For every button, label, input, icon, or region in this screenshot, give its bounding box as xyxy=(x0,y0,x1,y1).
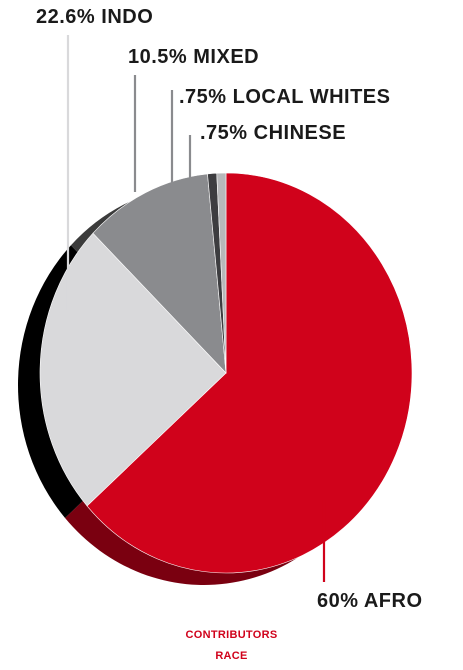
chart-caption-subtitle: RACE xyxy=(215,650,248,662)
pie-slice-60-afro xyxy=(86,172,413,574)
pie-slice-75-chinese xyxy=(216,172,227,374)
slice-label-75-local-whites: .75% LOCAL WHITES xyxy=(179,86,391,108)
pie-top-layer xyxy=(39,172,413,574)
pie-labels: 60% AFRO 22.6% INDO 10.5% MIXED .75% LOCAL … xyxy=(36,6,423,612)
slice-label-75-chinese: .75% CHINESE xyxy=(200,122,346,144)
chart-caption-title: CONTRIBUTORS xyxy=(185,629,278,641)
slice-label-10-5-mixed: 10.5% MIXED xyxy=(128,46,259,68)
pie-slice-22-6-indo xyxy=(39,232,227,507)
slice-label-22-6-indo: 22.6% INDO xyxy=(36,6,153,28)
slice-label-60-afro: 60% AFRO xyxy=(317,590,423,612)
pie-slice-10-5-mixed xyxy=(92,173,227,374)
